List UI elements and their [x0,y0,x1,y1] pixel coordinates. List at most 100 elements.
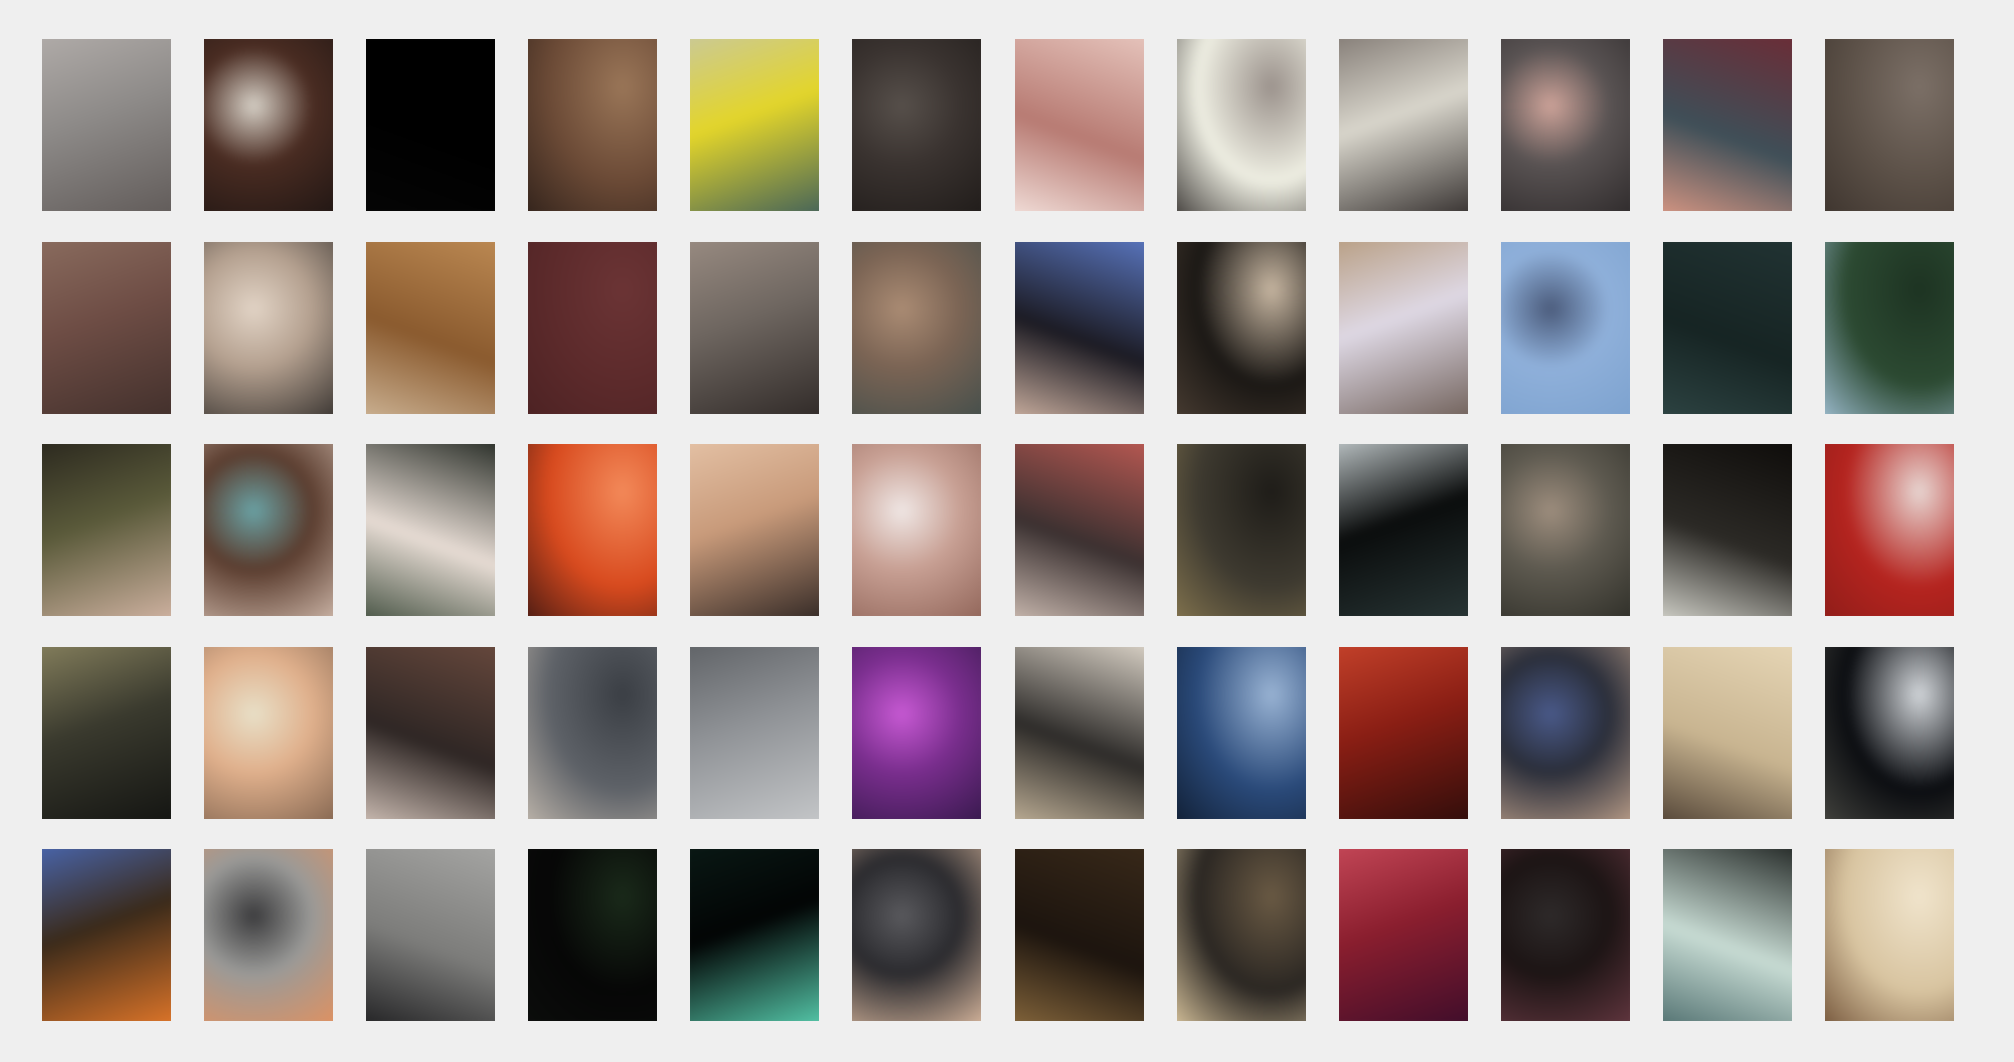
photo-image [1500,444,1630,616]
photo-thumbnail[interactable] [1014,39,1144,211]
photo-thumbnail[interactable] [1014,849,1144,1021]
photo-image [852,444,982,616]
photo-thumbnail[interactable] [1662,849,1792,1021]
photo-thumbnail[interactable] [1825,444,1955,616]
photo-thumbnail[interactable] [1338,646,1468,819]
photo-image [204,241,334,414]
photo-image [528,241,658,414]
photo-image [204,849,334,1021]
photo-image [1825,241,1955,414]
photo-image [204,444,334,616]
photo-image [690,444,820,616]
photo-image [1500,849,1630,1021]
photo-thumbnail[interactable] [528,849,658,1021]
photo-thumbnail[interactable] [528,241,658,414]
photo-image [1662,444,1792,616]
photo-image [528,646,658,819]
photo-image [1662,39,1792,211]
photo-image [1014,849,1144,1021]
photo-image [366,39,496,211]
photo-thumbnail[interactable] [204,444,334,616]
photo-thumbnail[interactable] [1338,241,1468,414]
photo-image [204,646,334,819]
photo-image [690,849,820,1021]
photo-thumbnail[interactable] [1500,849,1630,1021]
photo-thumbnail[interactable] [1662,646,1792,819]
photo-thumbnail[interactable] [852,39,982,211]
photo-image [1014,646,1144,819]
photo-image [1662,241,1792,414]
photo-thumbnail[interactable] [1176,444,1306,616]
photo-thumbnail[interactable] [1176,241,1306,414]
photo-thumbnail[interactable] [1014,241,1144,414]
photo-image [690,646,820,819]
photo-thumbnail[interactable] [1825,241,1955,414]
photo-thumbnail[interactable] [366,849,496,1021]
photo-thumbnail[interactable] [852,241,982,414]
photo-image [1338,646,1468,819]
photo-image [528,444,658,616]
photo-image [366,444,496,616]
photo-thumbnail[interactable] [366,39,496,211]
photo-image [1662,646,1792,819]
photo-image [1176,849,1306,1021]
photo-image [1338,39,1468,211]
photo-image [366,241,496,414]
photo-thumbnail[interactable] [42,39,171,211]
photo-thumbnail[interactable] [852,646,982,819]
photo-image [852,849,982,1021]
photo-thumbnail[interactable] [1500,241,1630,414]
photo-thumbnail[interactable] [366,444,496,616]
photo-thumbnail[interactable] [1662,241,1792,414]
photo-thumbnail[interactable] [1662,39,1792,211]
photo-thumbnail[interactable] [528,444,658,616]
photo-thumbnail[interactable] [204,849,334,1021]
photo-thumbnail[interactable] [690,39,820,211]
photo-thumbnail[interactable] [366,241,496,414]
photo-image [1014,444,1144,616]
photo-image [366,646,496,819]
photo-image [852,646,982,819]
photo-image [42,444,171,616]
photo-thumbnail[interactable] [42,849,171,1021]
photo-thumbnail[interactable] [1500,39,1630,211]
photo-thumbnail[interactable] [1662,444,1792,616]
photo-thumbnail[interactable] [690,444,820,616]
photo-thumbnail[interactable] [1338,849,1468,1021]
photo-thumbnail[interactable] [528,39,658,211]
photo-thumbnail[interactable] [1825,39,1955,211]
photo-thumbnail[interactable] [204,646,334,819]
photo-thumbnail[interactable] [1014,444,1144,616]
photo-thumbnail[interactable] [1176,646,1306,819]
photo-image [42,646,171,819]
photo-thumbnail[interactable] [42,241,171,414]
photo-thumbnail[interactable] [852,849,982,1021]
photo-thumbnail[interactable] [366,646,496,819]
photo-thumbnail[interactable] [1014,646,1144,819]
photo-image [528,849,658,1021]
photo-image [1338,849,1468,1021]
photo-thumbnail[interactable] [204,241,334,414]
photo-image [852,241,982,414]
photo-thumbnail[interactable] [1176,39,1306,211]
photo-thumbnail[interactable] [42,444,171,616]
photo-thumbnail[interactable] [528,646,658,819]
photo-thumbnail[interactable] [1500,444,1630,616]
photo-image [204,39,334,211]
photo-thumbnail[interactable] [42,646,171,819]
photo-thumbnail[interactable] [690,646,820,819]
photo-image [366,849,496,1021]
photo-thumbnail[interactable] [690,849,820,1021]
photo-grid [42,39,1965,1021]
photo-thumbnail[interactable] [1825,646,1955,819]
photo-thumbnail[interactable] [852,444,982,616]
photo-image [1338,444,1468,616]
photo-thumbnail[interactable] [1338,444,1468,616]
photo-thumbnail[interactable] [1176,849,1306,1021]
photo-thumbnail[interactable] [690,241,820,414]
photo-thumbnail[interactable] [204,39,334,211]
photo-thumbnail[interactable] [1825,849,1955,1021]
photo-thumbnail[interactable] [1338,39,1468,211]
photo-thumbnail[interactable] [1500,646,1630,819]
photo-image [1176,444,1306,616]
